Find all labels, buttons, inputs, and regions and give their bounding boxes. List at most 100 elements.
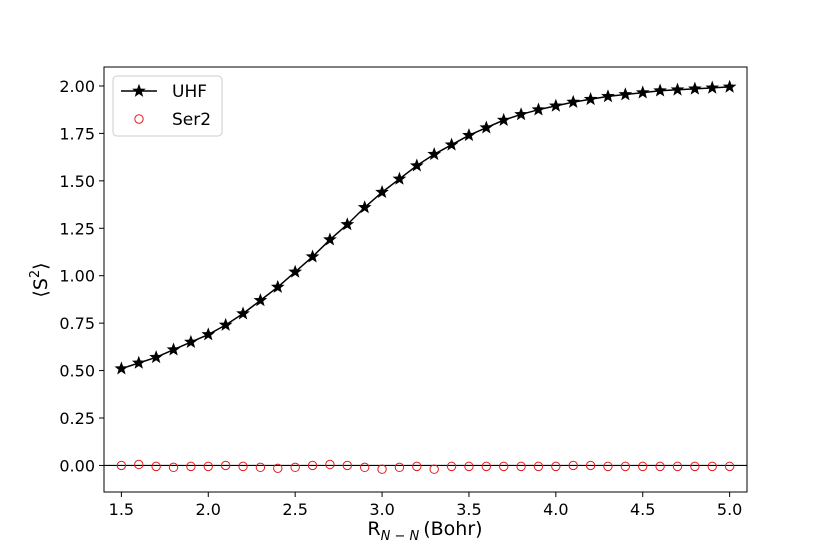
- data-series: [114, 79, 737, 474]
- x-tick-label: 5.0: [717, 500, 742, 519]
- y-tick-label: 0.00: [59, 456, 95, 475]
- x-axis-ticks: 1.5 2.0 2.5 3.0 3.5 4.0 4.5 5.0: [109, 492, 742, 519]
- uhf-star-point: [218, 317, 233, 331]
- uhf-star-point: [444, 137, 459, 151]
- y-tick-label: 0.75: [59, 314, 95, 333]
- ser2-circle-point: [307, 460, 318, 471]
- uhf-star-point: [149, 350, 163, 364]
- ser2-circle-point: [655, 461, 665, 472]
- uhf-star-point: [601, 89, 615, 103]
- ser2-circle-point: [273, 463, 283, 473]
- ser2-circle-point: [290, 462, 300, 473]
- ser2-circle-point: [394, 462, 405, 473]
- uhf-star-point: [114, 361, 129, 375]
- uhf-star-point: [323, 232, 337, 246]
- uhf-star-point: [288, 264, 303, 278]
- y-tick-label: 1.50: [59, 172, 95, 191]
- ser2-circle-point: [342, 460, 352, 471]
- x-tick-label: 2.5: [282, 500, 307, 519]
- ser2-circle-point: [620, 461, 631, 472]
- uhf-star-point: [166, 342, 181, 356]
- uhf-star-point: [427, 147, 442, 161]
- ser2-circle-point: [568, 460, 578, 471]
- uhf-star-point: [236, 306, 250, 320]
- uhf-star-point: [253, 293, 268, 307]
- uhf-star-point: [688, 81, 702, 95]
- legend-uhf-star-marker: [132, 83, 146, 97]
- y-tick-label: 0.25: [59, 409, 95, 428]
- legend: UHF Ser2: [112, 75, 223, 137]
- ser2-circle-point: [186, 461, 196, 472]
- uhf-star-point: [705, 80, 720, 94]
- uhf-star-point: [201, 327, 216, 341]
- x-tick-label: 3.0: [369, 500, 394, 519]
- ser2-circle-point: [151, 461, 161, 472]
- y-axis-label: ⟨S2⟩: [28, 262, 52, 297]
- uhf-star-point: [514, 107, 528, 121]
- y-tick-label: 2.00: [59, 77, 95, 96]
- ser2-circle-point: [446, 461, 457, 472]
- legend-ser2-circle-marker: [134, 114, 144, 124]
- ser2-circle-point: [481, 461, 492, 472]
- ser2-circle-point: [672, 461, 683, 472]
- ser2-circle-point: [638, 461, 648, 472]
- ser2-circle-point: [516, 461, 526, 472]
- y-tick-label: 0.50: [59, 362, 95, 381]
- ser2-circle-point: [134, 459, 144, 470]
- ser2-circle-point: [168, 462, 179, 473]
- ser2-circle-point: [464, 461, 474, 472]
- ser2-circle-point: [707, 461, 717, 472]
- x-tick-label: 3.5: [456, 500, 481, 519]
- ser2-circle-point: [255, 462, 266, 473]
- ser2-circle-point: [412, 461, 422, 472]
- x-tick-label: 1.5: [109, 500, 134, 519]
- ser2-circle-point: [690, 461, 700, 472]
- uhf-star-point: [462, 128, 476, 142]
- uhf-star-point: [722, 79, 737, 93]
- ser2-circle-point: [220, 460, 231, 471]
- uhf-star-point: [618, 87, 633, 101]
- y-tick-label: 1.25: [59, 219, 95, 238]
- uhf-star-point: [583, 92, 598, 106]
- uhf-star-point: [184, 334, 198, 348]
- uhf-star-point: [548, 98, 563, 112]
- y-axis-ticks: 0.00 0.25 0.50 0.75 1.00 1.25 1.50 1.75 2.00: [59, 77, 104, 475]
- uhf-star-point: [566, 94, 581, 108]
- x-tick-label: 4.5: [630, 500, 655, 519]
- x-axis-label: RN − N (Bohr): [367, 518, 482, 544]
- x-tick-label: 4.0: [543, 500, 568, 519]
- uhf-star-point: [479, 120, 494, 134]
- ser2-circle-point: [359, 462, 370, 473]
- uhf-star-point: [531, 102, 546, 116]
- ser2-circle-point: [499, 461, 509, 472]
- y-tick-label: 1.00: [59, 267, 95, 286]
- ser2-circle-point: [724, 461, 735, 472]
- x-tick-label: 2.0: [196, 500, 221, 519]
- legend-uhf-label: UHF: [172, 82, 207, 102]
- ser2-circle-point: [377, 464, 387, 474]
- uhf-star-point: [375, 185, 389, 199]
- ser2-circle-point: [533, 461, 544, 472]
- ser2-circle-point: [325, 459, 335, 470]
- uhf-star-point: [653, 83, 667, 97]
- uhf-star-point: [270, 279, 285, 293]
- uhf-star-point: [392, 171, 407, 185]
- uhf-star-point: [305, 249, 320, 263]
- uhf-star-point: [131, 355, 146, 369]
- ser2-circle-point: [116, 460, 127, 471]
- ser2-circle-point: [429, 464, 439, 474]
- uhf-star-point: [635, 85, 650, 99]
- ser2-circle-point: [603, 461, 613, 472]
- ser2-circle-point: [551, 461, 561, 472]
- plot-area: [103, 66, 748, 493]
- ser2-circle-point: [238, 461, 248, 472]
- uhf-star-point: [357, 200, 372, 214]
- uhf-star-point: [670, 82, 685, 96]
- uhf-star-point: [496, 112, 511, 126]
- uhf-star-point: [409, 158, 424, 172]
- ser2-circle-point: [585, 460, 596, 471]
- legend-ser2-label: Ser2: [172, 110, 211, 130]
- uhf-star-point: [340, 217, 355, 231]
- y-tick-label: 1.75: [59, 124, 95, 143]
